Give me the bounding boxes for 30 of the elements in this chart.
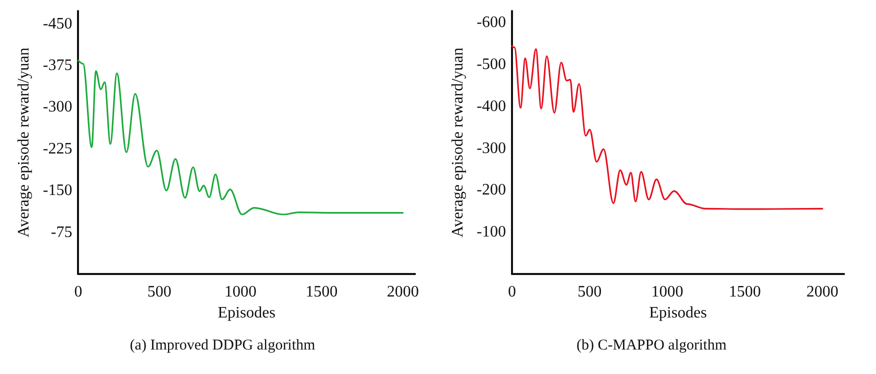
y-axis-title: Average episode reward/yuan [16,48,32,238]
x-tick-label: 500 [578,284,602,300]
x-tick-label: 1000 [224,284,257,300]
y-tick-label: -300 [42,98,72,116]
x-tick-label: 1500 [728,284,761,300]
x-axis-title: Episodes [218,304,276,322]
line-series [511,45,824,210]
x-tick-label: 0 [74,284,82,300]
text: (b) C-MAPPO algorithm [576,338,727,354]
y-tick-label: -300 [476,140,506,157]
y-tick-label: -75 [50,224,72,241]
x-tick-label: 0 [508,284,516,300]
y-tick-label: -400 [476,98,506,115]
x-tick-label: 2000 [386,284,419,300]
y-tick-label: -200 [476,182,506,199]
x-tick-label: 1000 [651,284,684,300]
text: (a) Improved DDPG algorithm [130,338,316,354]
y-tick-label: -375 [42,56,72,74]
y-tick-label: -600 [476,14,506,32]
x-axis-title: Episodes [649,304,707,322]
x-tick-label: 1500 [306,284,338,300]
line-series [77,60,404,216]
y-tick-label: -225 [42,140,72,158]
y-tick-label: -150 [42,182,72,200]
y-tick-label: -450 [42,15,72,32]
x-tick-label: 500 [147,284,172,300]
x-tick-label: 2000 [806,284,838,300]
y-tick-label: -500 [476,56,506,74]
y-axis-title: Average episode reward/yuan [449,48,466,238]
y-tick-label: -100 [476,224,506,241]
